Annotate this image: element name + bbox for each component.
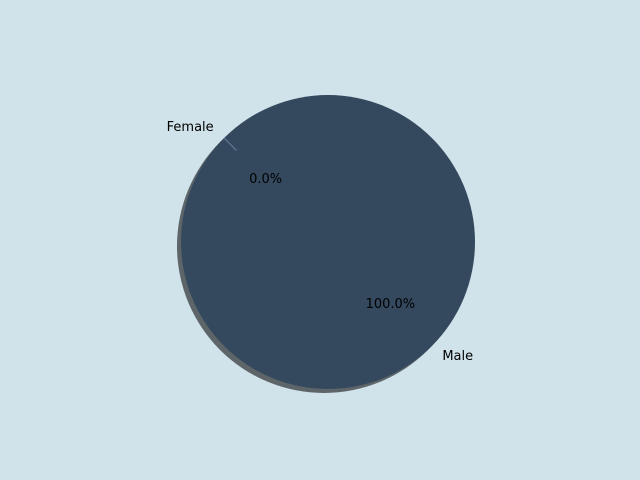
leader-lines <box>223 137 237 151</box>
pie-slice-male <box>181 95 475 389</box>
pie-percent-female: 0.0% <box>249 172 282 187</box>
pie-labels: Female 0.0% Male 100.0% <box>167 120 473 364</box>
pie-label-male: Male <box>442 349 473 364</box>
pie-percent-male: 100.0% <box>366 297 416 312</box>
pie-leader-female <box>223 137 237 151</box>
pie-label-female: Female <box>167 120 214 135</box>
pie-slices <box>181 95 475 389</box>
